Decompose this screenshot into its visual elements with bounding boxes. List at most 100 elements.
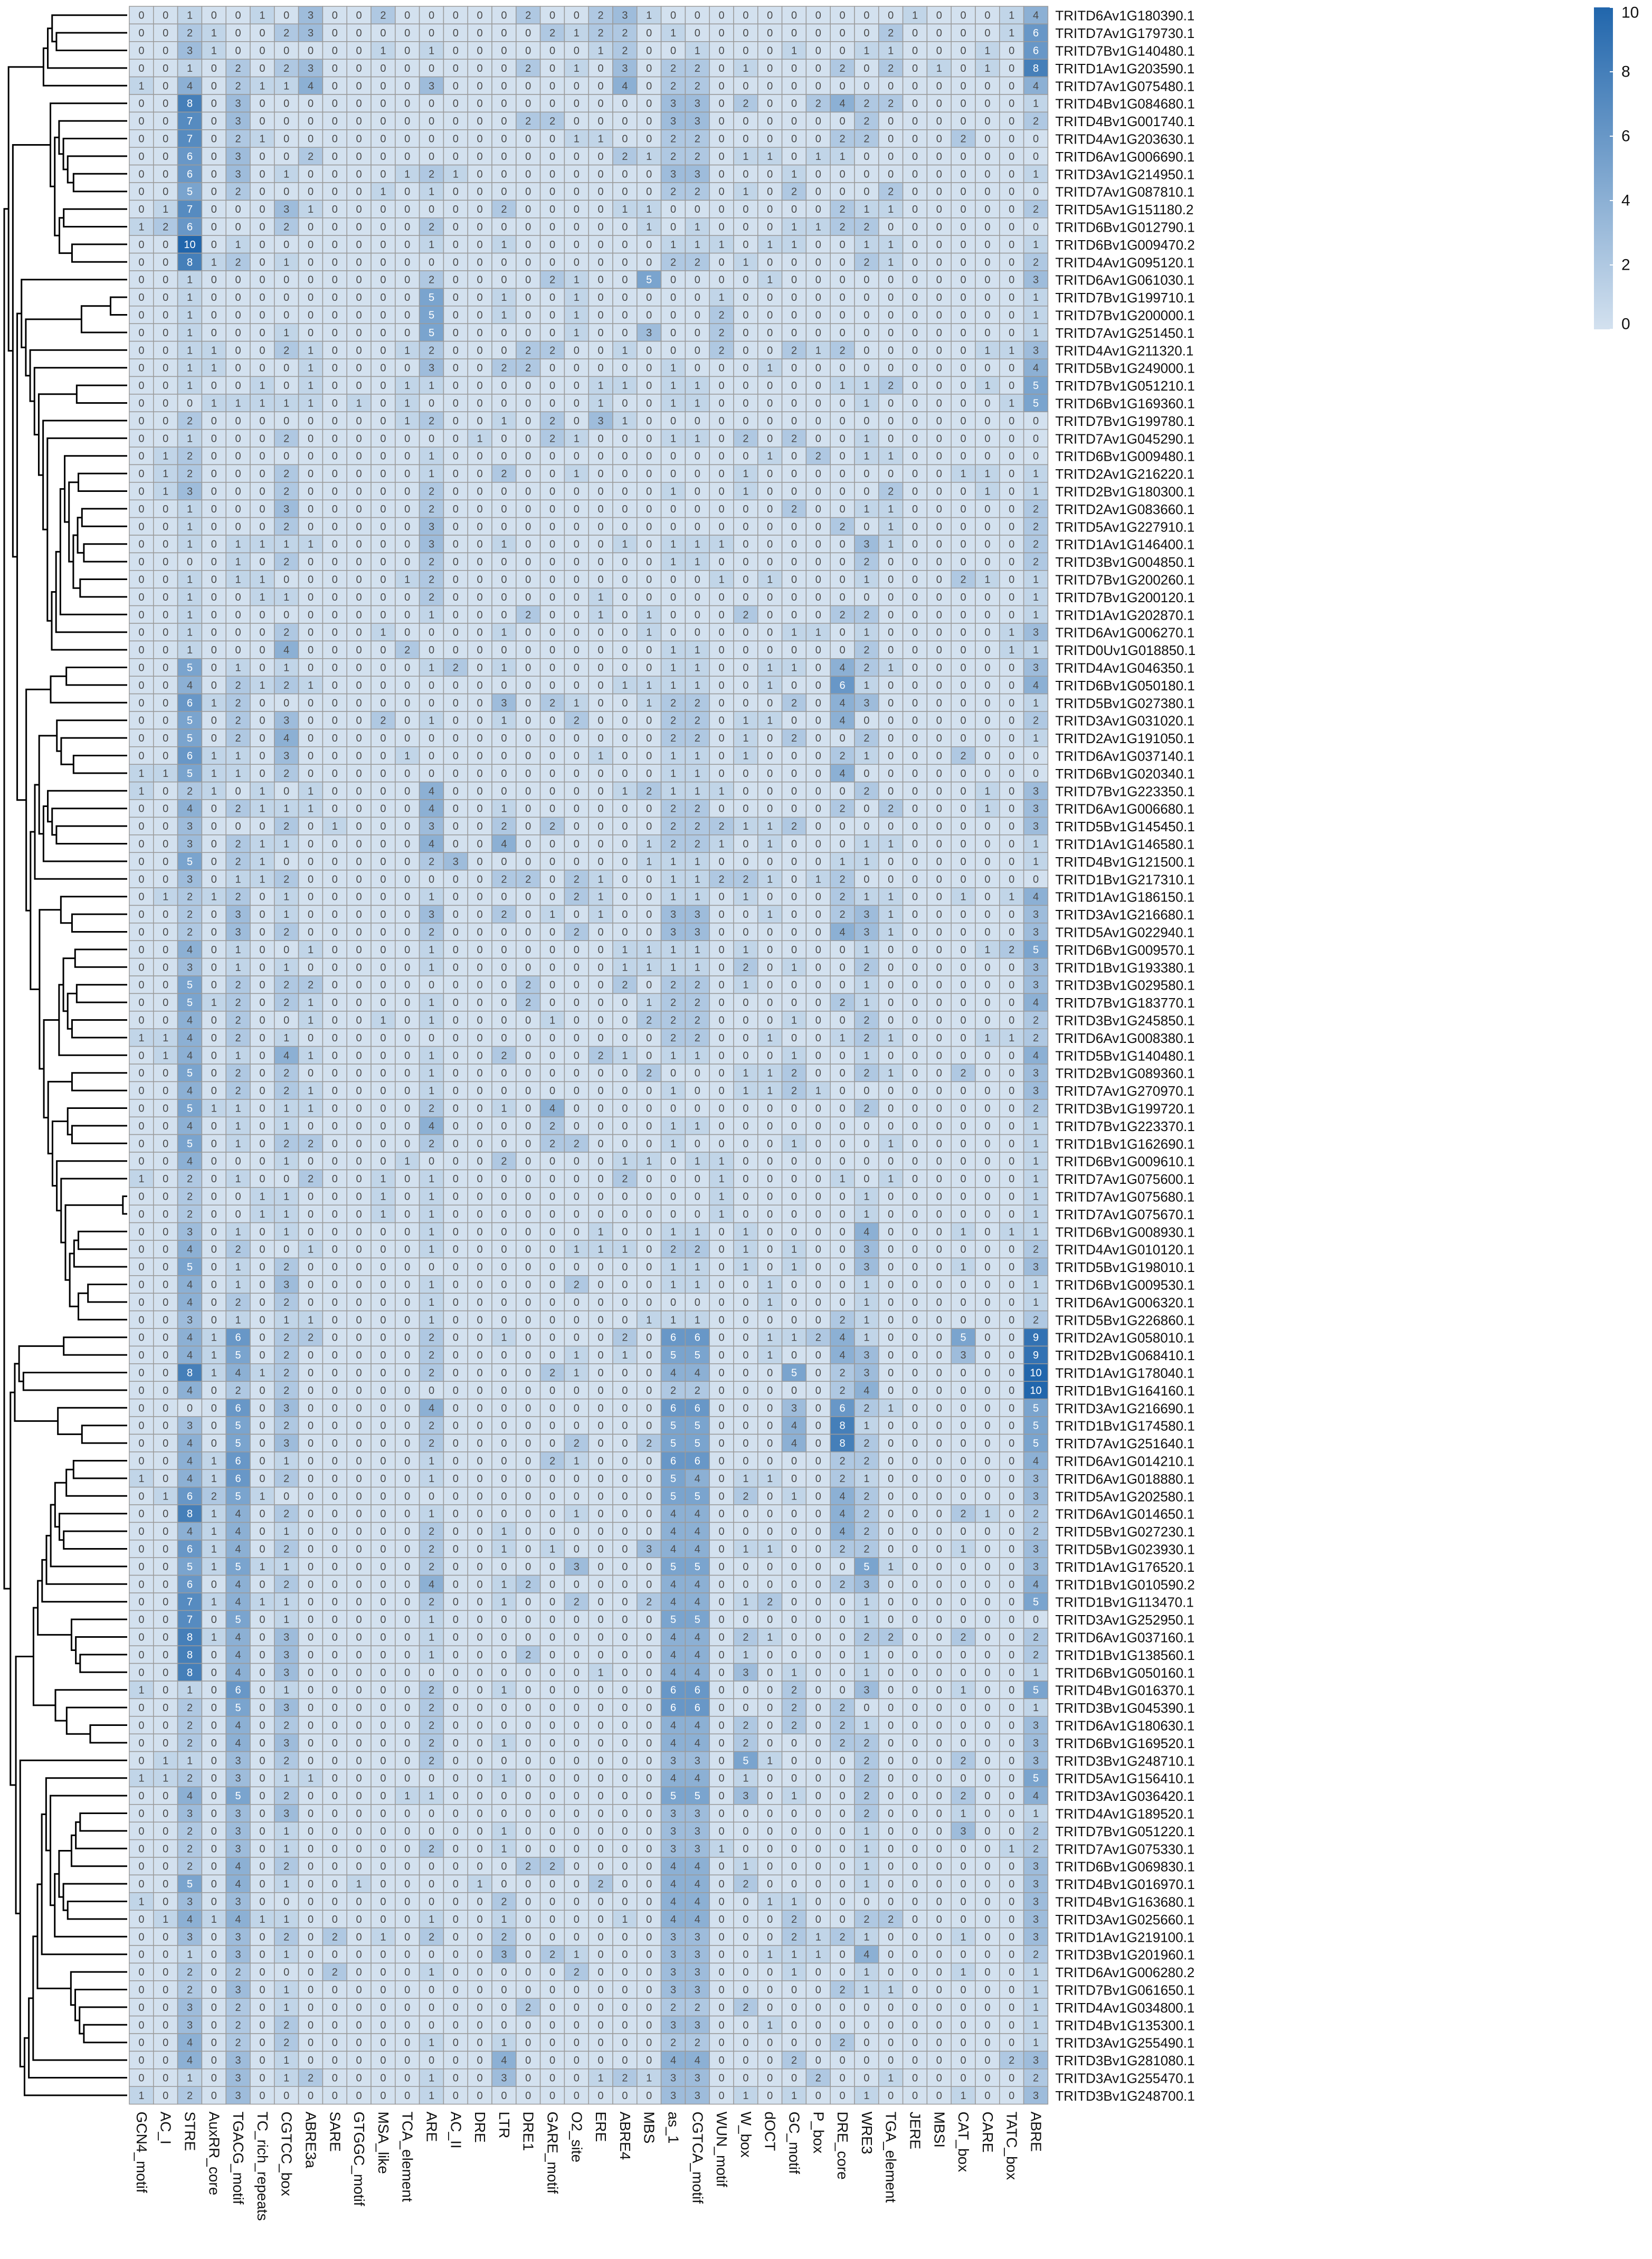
cell-value-label: 0 [525,504,531,515]
cell-value-label: 1 [429,997,434,1009]
cell-value-label: 2 [453,662,459,674]
cell-value-label: 1 [840,380,846,392]
cell-value-label: 0 [743,997,748,1009]
cell-value-label: 1 [308,1050,314,1061]
cell-value-label: 0 [356,134,362,145]
cell-value-label: 1 [308,785,314,797]
cell-value-label: 0 [622,609,628,621]
cell-value-label: 0 [936,962,942,973]
cell-value-label: 0 [138,627,144,639]
cell-value-label: 0 [574,222,580,233]
cell-value-label: 0 [259,662,265,674]
cell-value-label: 0 [598,1015,604,1027]
cell-value-label: 0 [622,134,628,145]
cell-value-label: 1 [501,1103,507,1115]
cell-value-label: 1 [984,468,990,480]
cell-value-label: 3 [187,486,193,498]
cell-value-label: 3 [863,539,869,550]
cell-value-label: 0 [356,521,362,533]
cell-value-label: 0 [332,451,338,462]
cell-value-label: 0 [936,521,942,533]
cell-value-label: 0 [163,415,168,427]
dendrogram-branch [63,208,127,227]
cell-value-label: 0 [356,909,362,920]
cell-value-label: 0 [308,821,314,832]
cell-value-label: 0 [259,627,265,639]
cell-value-label: 0 [477,116,483,127]
cell-value-label: 0 [912,239,918,251]
cell-value-label: 0 [574,609,580,621]
cell-value-label: 1 [622,204,628,215]
dendrogram-branch [71,913,127,933]
cell-value-label: 0 [404,1085,410,1097]
cell-value-label: 0 [984,134,990,145]
cell-value-label: 1 [1033,239,1039,251]
cell-value-label: 0 [525,1103,531,1115]
cell-value-label: 0 [429,116,434,127]
dendrogram-branch [60,896,127,924]
dendrogram-branch [41,1559,127,1603]
cell-value-label: 0 [961,398,966,410]
cell-value-label: 0 [815,468,821,480]
cell-value-label: 0 [549,733,555,744]
cell-value-label: 0 [840,944,846,956]
cell-value-label: 4 [429,803,434,815]
cell-value-label: 2 [549,697,555,709]
cell-value-label: 0 [840,168,846,180]
cell-value-label: 0 [332,433,338,444]
cell-value-label: 2 [283,627,289,639]
cell-value-label: 3 [1033,927,1039,938]
cell-value-label: 0 [332,874,338,885]
cell-value-label: 1 [549,909,555,920]
cell-value-label: 0 [235,27,241,39]
cell-value-label: 0 [380,1085,386,1097]
cell-value-label: 0 [936,222,942,233]
cell-value-label: 0 [598,257,604,268]
cell-value-label: 0 [984,927,990,938]
cell-value-label: 0 [138,733,144,744]
cell-value-label: 0 [332,609,338,621]
cell-value-label: 0 [767,997,773,1009]
cell-value-label: 1 [1033,856,1039,868]
cell-value-label: 1 [1033,327,1039,339]
cell-value-label: 0 [525,468,531,480]
cell-value-label: 0 [211,10,217,22]
cell-value-label: 0 [719,962,725,973]
cell-value-label: 0 [646,451,652,462]
cell-value-label: 0 [622,168,628,180]
cell-value-label: 0 [453,239,459,251]
cell-value-label: 0 [743,10,748,22]
cell-value-label: 2 [791,433,797,444]
cell-value-label: 0 [961,292,966,303]
cell-value-label: 0 [138,662,144,674]
cell-value-label: 0 [138,927,144,938]
cell-value-label: 2 [501,874,507,885]
cell-value-label: 0 [815,785,821,797]
cell-value-label: 0 [574,257,580,268]
cell-value-label: 7 [187,116,193,127]
cell-value-label: 1 [840,1032,846,1044]
cell-value-label: 0 [163,504,168,515]
cell-value-label: 0 [138,574,144,586]
cell-value-label: 1 [888,909,894,920]
cell-value-label: 0 [574,1103,580,1115]
cell-value-label: 0 [308,257,314,268]
cell-value-label: 0 [332,345,338,356]
dendrogram-branch [67,1107,127,1136]
cell-value-label: 0 [308,556,314,568]
cell-value-label: 0 [888,768,894,780]
cell-value-label: 0 [332,539,338,550]
cell-value-label: 0 [356,345,362,356]
cell-value-label: 0 [863,274,869,286]
cell-value-label: 10 [184,239,195,251]
cell-value-label: 0 [936,239,942,251]
cell-value-label: 0 [791,27,797,39]
cell-value-label: 0 [211,1032,217,1044]
cell-value-label: 2 [695,821,700,832]
dendrogram-branch [45,1777,127,1852]
cell-value-label: 1 [670,486,676,498]
cell-value-label: 0 [211,733,217,744]
cell-value-label: 2 [863,556,869,568]
cell-value-label: 0 [211,415,217,427]
cell-value-label: 0 [380,151,386,163]
